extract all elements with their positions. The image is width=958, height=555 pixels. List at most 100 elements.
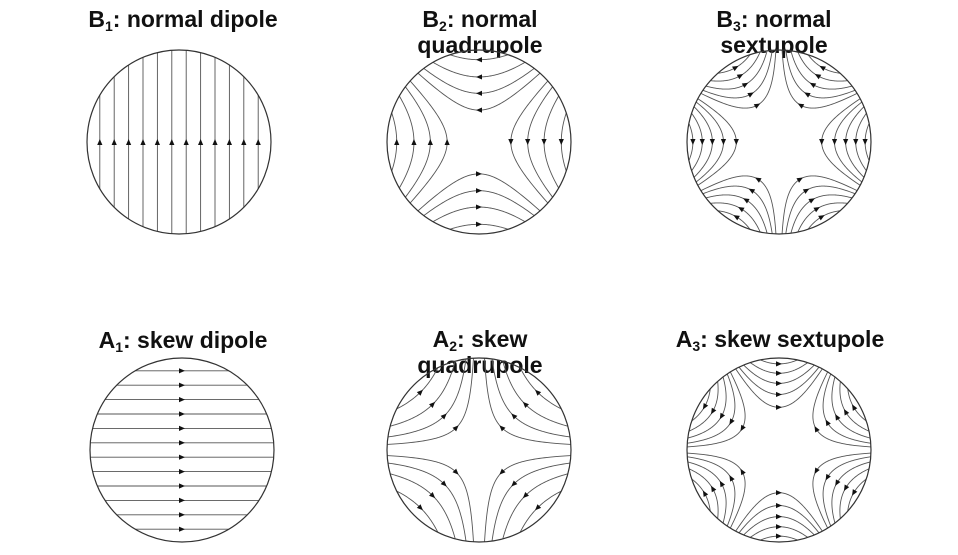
field-arrow [753, 103, 761, 109]
field-arrow [525, 139, 531, 145]
field-line [343, 122, 345, 162]
field-line [874, 87, 905, 197]
field-line [822, 358, 871, 448]
field-line [834, 79, 871, 205]
field-arrow [511, 480, 518, 487]
field-arrow [831, 139, 838, 145]
field-arrow [729, 475, 735, 482]
field-arrow [198, 139, 204, 145]
field-arrow [809, 82, 817, 89]
field-arrow [558, 139, 564, 145]
field-arrow [179, 397, 185, 403]
field-line [687, 78, 713, 206]
field-arrow [440, 480, 447, 487]
field-line [846, 358, 871, 439]
field-line [793, 216, 871, 234]
field-arrow [862, 139, 868, 145]
field-arrow [776, 370, 782, 376]
field-arrow [690, 139, 696, 145]
field-line [687, 224, 759, 234]
field-arrow [535, 389, 542, 396]
field-arrow [733, 139, 739, 145]
field-arrow [702, 490, 709, 497]
field-arrow [179, 425, 185, 431]
field-arrow [179, 526, 185, 532]
field-arrow [179, 411, 185, 417]
field-arrow [440, 413, 447, 420]
field-arrow [169, 139, 175, 145]
field-line [401, 223, 557, 234]
field-line [783, 194, 871, 234]
field-line [687, 358, 712, 439]
field-line [578, 75, 598, 208]
field-arrow [511, 413, 518, 420]
field-diagram-a2 [386, 357, 572, 543]
field-line [687, 175, 778, 234]
field-line [687, 452, 736, 542]
field-arrow [776, 502, 782, 509]
field-line [494, 465, 571, 542]
field-line [649, 98, 666, 186]
field-arrow [835, 479, 841, 486]
field-arrow [179, 454, 185, 460]
field-arrow [179, 483, 185, 489]
field-arrow [522, 492, 529, 499]
field-arrow [804, 92, 811, 98]
field-arrow [776, 391, 782, 398]
field-arrow [111, 139, 117, 145]
field-arrow [179, 440, 185, 446]
field-line [831, 454, 871, 542]
label-a2: A2: skew quadrupole [417, 326, 543, 378]
field-arrow [729, 418, 735, 425]
field-arrow [843, 484, 850, 491]
label-a1: A1: skew dipole [98, 327, 268, 355]
field-arrow [814, 74, 822, 80]
field-line [388, 50, 570, 111]
field-arrow [852, 489, 858, 496]
field-arrow [416, 389, 423, 396]
label-b2: B2: normal quadrupole [417, 6, 543, 58]
boundary-circle [386, 49, 572, 235]
field-line [853, 358, 871, 436]
field-arrow [709, 139, 715, 145]
field-arrow [711, 485, 717, 493]
field-line [720, 535, 838, 542]
field-arrow [819, 65, 826, 72]
field-line [687, 451, 746, 542]
field-arrow [427, 139, 433, 145]
field-arrow [825, 419, 831, 427]
field-arrow [394, 139, 400, 145]
field-line [724, 545, 834, 555]
field-arrow [835, 414, 841, 421]
field-line [687, 194, 775, 234]
field-line [687, 202, 772, 234]
field-line [515, 486, 571, 542]
field-arrow [429, 401, 436, 408]
field-arrow [499, 425, 506, 432]
field-line [687, 209, 768, 234]
field-line [388, 173, 570, 234]
field-line [687, 358, 697, 430]
boundary-circle [686, 357, 872, 543]
field-arrow [814, 426, 820, 433]
field-arrow [776, 514, 782, 520]
boundary-circle [386, 357, 572, 543]
field-arrow [738, 206, 745, 213]
field-line [459, 277, 499, 279]
field-line [812, 451, 871, 542]
field-line [781, 185, 871, 234]
boundary-circle [89, 357, 275, 543]
field-line [717, 492, 841, 542]
field-line [892, 98, 909, 186]
boundary-circle [686, 49, 872, 235]
field-diagram-b2 [386, 49, 572, 235]
field-arrow [776, 490, 782, 496]
field-arrow [476, 74, 482, 80]
field-arrow [97, 139, 103, 145]
field-line [387, 486, 443, 542]
field-arrow [183, 139, 189, 145]
field-line [790, 209, 871, 234]
field-line [614, 122, 616, 162]
field-arrow [212, 139, 218, 145]
field-arrow [852, 404, 858, 411]
